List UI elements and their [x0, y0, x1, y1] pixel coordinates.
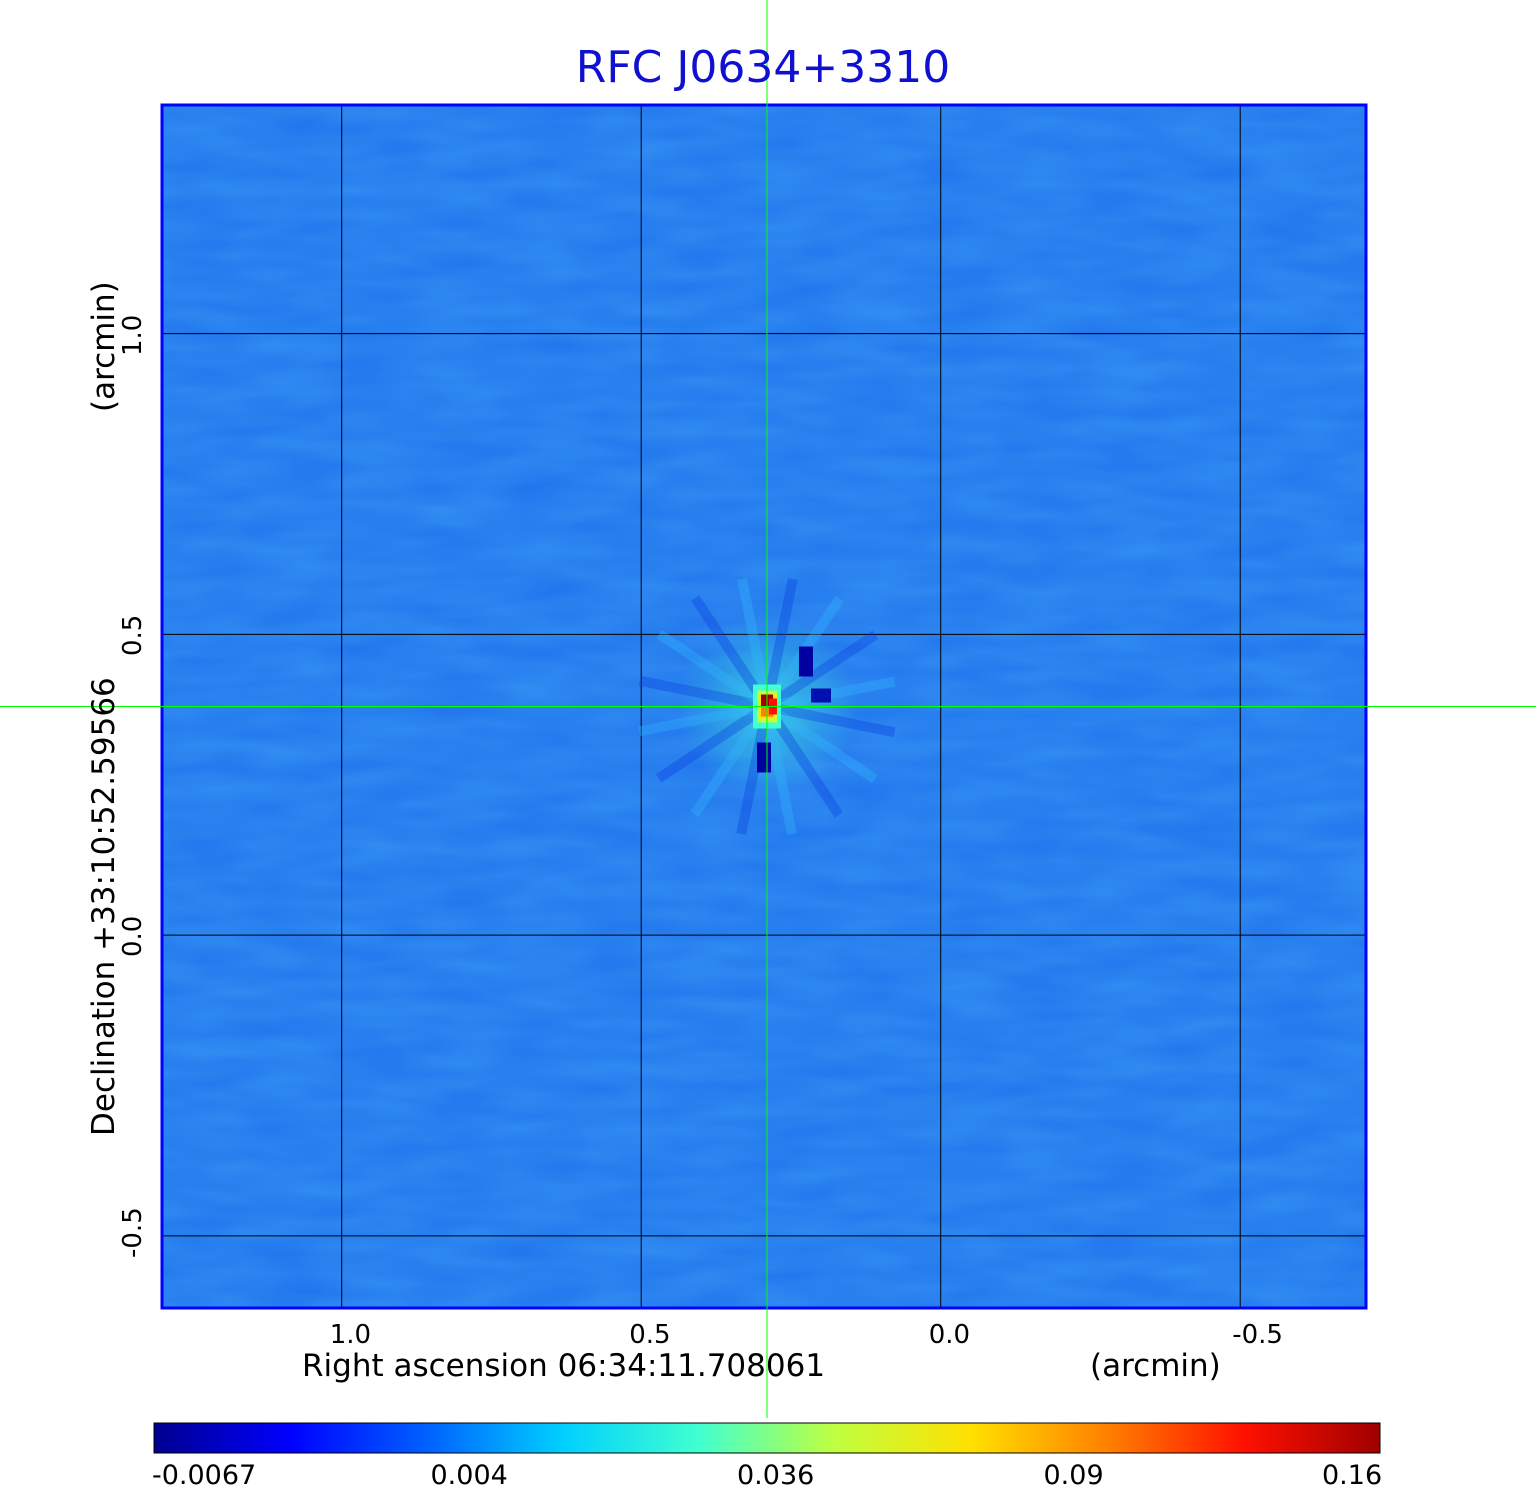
- x-axis-unit: (arcmin): [1090, 1348, 1221, 1384]
- y-tick-label: 0.5: [118, 614, 148, 657]
- y-tick-label: -0.5: [118, 1207, 148, 1258]
- colorbar-tick-label: 0.09: [1043, 1460, 1104, 1491]
- source-streak: [764, 702, 878, 784]
- x-tick-label: -0.5: [1232, 1320, 1283, 1350]
- chart-title: RFC J0634+3310: [575, 42, 951, 93]
- y-axis-unit: (arcmin): [86, 281, 122, 412]
- y-axis-label: Declination +33:10:52.59566: [86, 677, 122, 1136]
- colorbar-tick-label: 0.16: [1322, 1460, 1383, 1491]
- source-streak: [655, 702, 770, 783]
- y-tick-label: 0.0: [118, 915, 148, 958]
- crosshair: [0, 0, 1536, 1418]
- x-tick-label: 0.0: [928, 1320, 971, 1350]
- source-streak: [656, 629, 770, 711]
- source-pixel: [756, 742, 771, 773]
- colorbar-tick-label: 0.004: [430, 1460, 508, 1491]
- colorbar: [153, 1422, 1381, 1454]
- source-peak: [638, 577, 896, 836]
- y-tick-label: 1.0: [118, 314, 148, 356]
- colorbar-tick-label: 0.036: [737, 1460, 815, 1491]
- x-tick-label: 0.5: [629, 1320, 671, 1350]
- source-streak: [764, 630, 879, 711]
- source-streak: [638, 675, 768, 712]
- x-axis-label: Right ascension 06:34:11.708061: [302, 1348, 826, 1384]
- source-streak: [638, 701, 768, 737]
- colorbar-tick-label: -0.0067: [152, 1460, 257, 1491]
- source-pixel: [798, 646, 813, 677]
- x-tick-label: 1.0: [329, 1320, 372, 1350]
- source-streak: [766, 701, 896, 738]
- source-pixel: [810, 688, 831, 703]
- colorbar-gradient: [153, 1422, 1381, 1454]
